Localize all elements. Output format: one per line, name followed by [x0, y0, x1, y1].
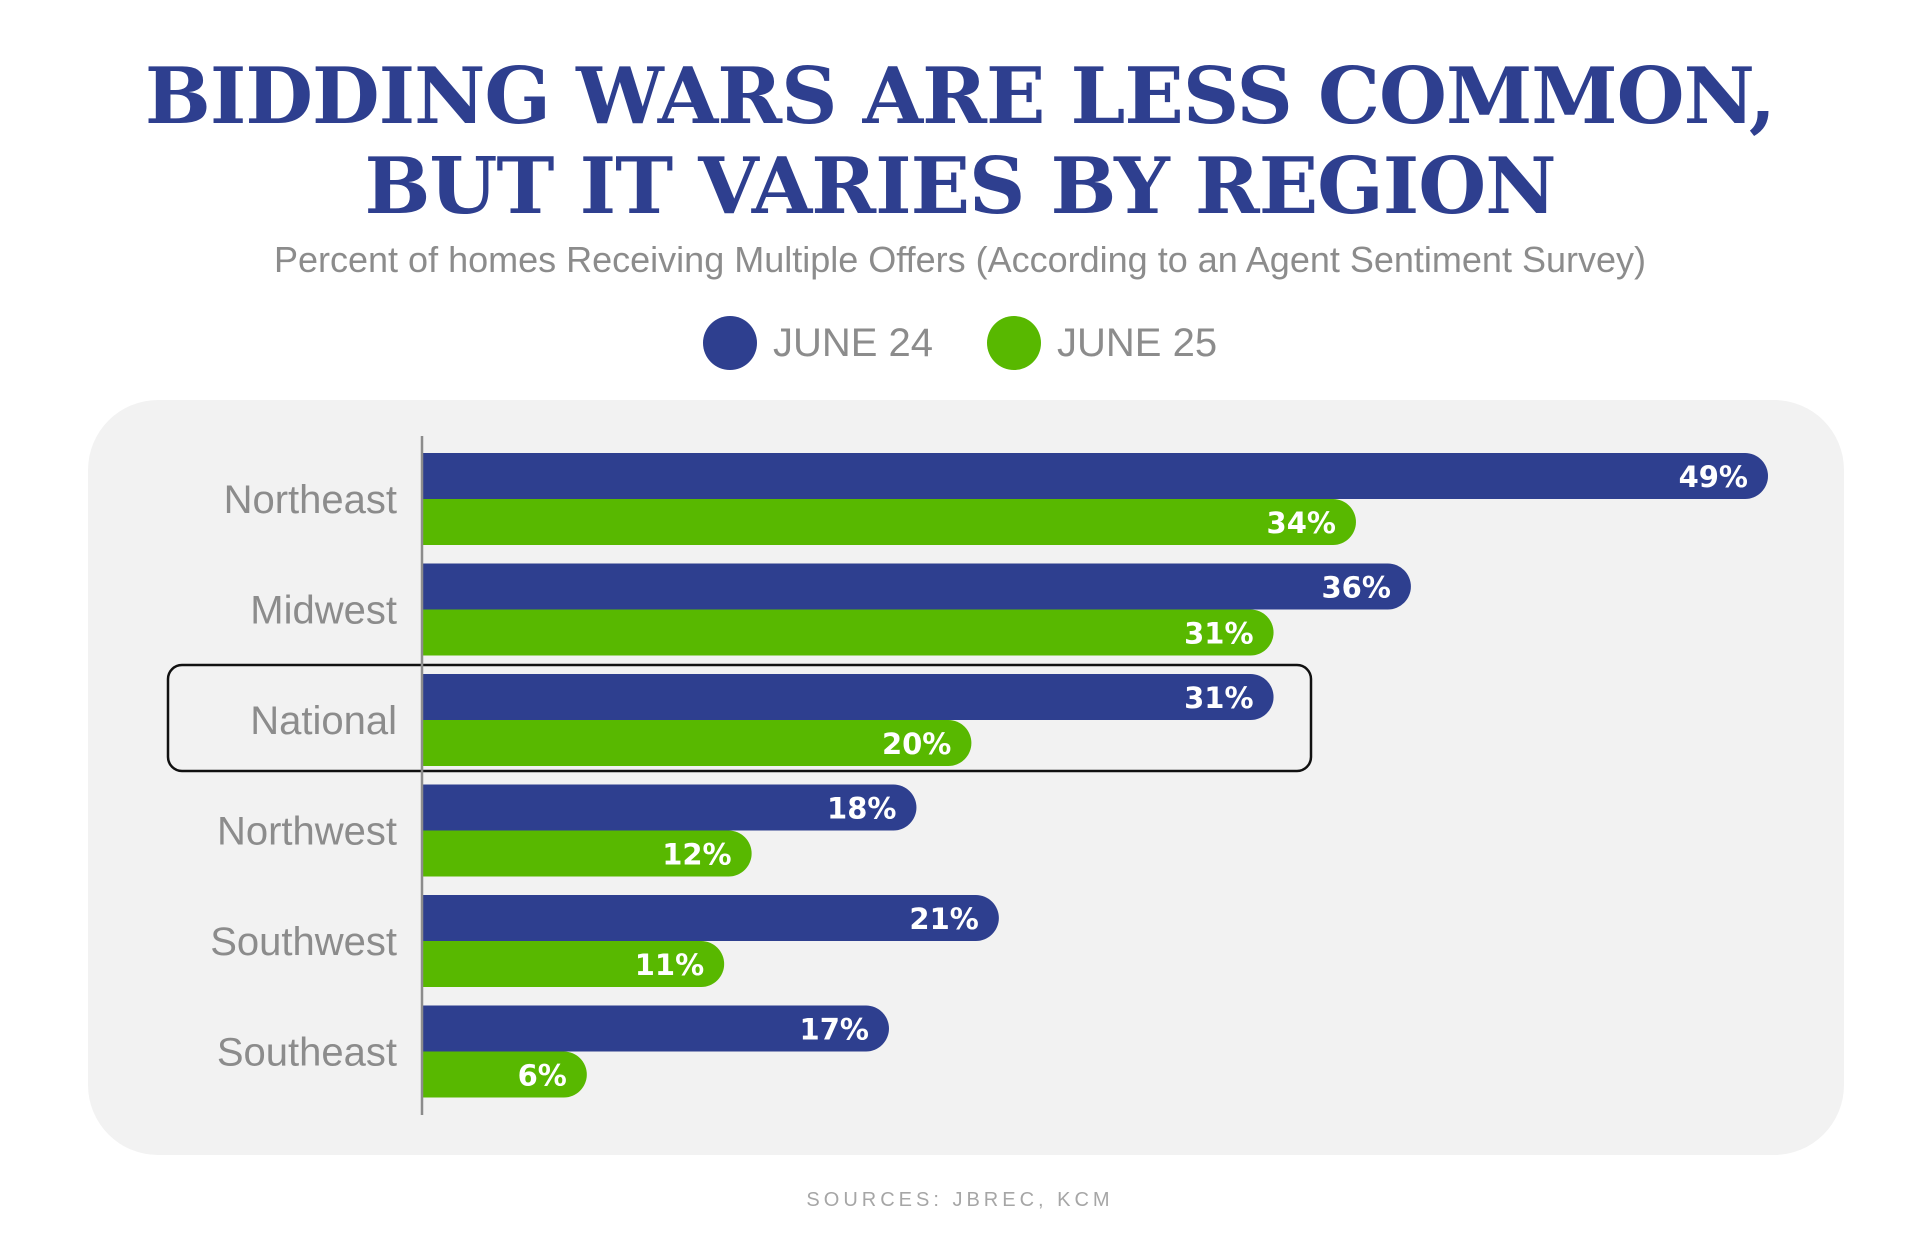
data-label-midwest-june-25: 31% [1184, 617, 1253, 651]
bar-northwest-june-25 [422, 830, 752, 877]
category-label-southwest: Southwest [210, 920, 397, 964]
data-label-southwest-june-25: 11% [635, 948, 704, 982]
bar-southeast-june-24 [422, 1005, 889, 1052]
bar-northwest-june-24 [422, 784, 917, 831]
legend-swatch-june-24 [702, 316, 757, 370]
category-label-midwest: Midwest [250, 589, 397, 633]
category-label-northeast: Northeast [224, 478, 397, 522]
highlight-box-national [166, 663, 1313, 773]
bar-national-june-25 [422, 720, 972, 766]
data-label-northeast-june-25: 34% [1267, 506, 1336, 540]
bar-southwest-june-24 [422, 895, 999, 941]
legend: JUNE 24 JUNE 25 [0, 316, 1920, 370]
bar-national-june-24 [422, 674, 1274, 720]
bar-southwest-june-25 [422, 941, 725, 987]
legend-item-june-25: JUNE 25 [987, 316, 1217, 370]
data-label-southeast-june-24: 17% [800, 1013, 869, 1047]
data-label-northeast-june-24: 49% [1679, 460, 1748, 494]
data-label-midwest-june-24: 36% [1321, 571, 1390, 605]
data-label-national-june-24: 31% [1184, 681, 1253, 715]
sources-note: SOURCES: JBREC, KCM [806, 1189, 1114, 1211]
chart-title-line-1: BIDDING WARS ARE LESS COMMON, [144, 51, 1776, 142]
data-label-southwest-june-24: 21% [909, 902, 978, 936]
legend-swatch-june-25 [987, 316, 1041, 370]
data-label-northwest-june-24: 18% [827, 792, 896, 826]
chart-subtitle: Percent of homes Receiving Multiple Offe… [273, 239, 1646, 280]
data-label-national-june-25: 20% [882, 727, 951, 761]
bar-midwest-june-24 [422, 563, 1411, 610]
legend-item-june-24: JUNE 24 [702, 316, 933, 370]
bar-southeast-june-25 [422, 1051, 587, 1098]
bar-midwest-june-25 [422, 609, 1274, 656]
chart-title-line-2: BUT IT VARIES BY REGION [364, 141, 1556, 232]
category-label-national: National [250, 699, 397, 743]
legend-label-june-24: JUNE 24 [772, 321, 933, 365]
category-label-southeast: Southeast [217, 1031, 397, 1075]
bar-northeast-june-25 [422, 499, 1356, 545]
data-label-southeast-june-25: 6% [518, 1059, 567, 1093]
category-label-northwest: Northwest [217, 810, 397, 854]
data-label-northwest-june-25: 12% [662, 838, 731, 872]
legend-label-june-25: JUNE 25 [1057, 321, 1218, 365]
bar-northeast-june-24 [422, 453, 1768, 499]
